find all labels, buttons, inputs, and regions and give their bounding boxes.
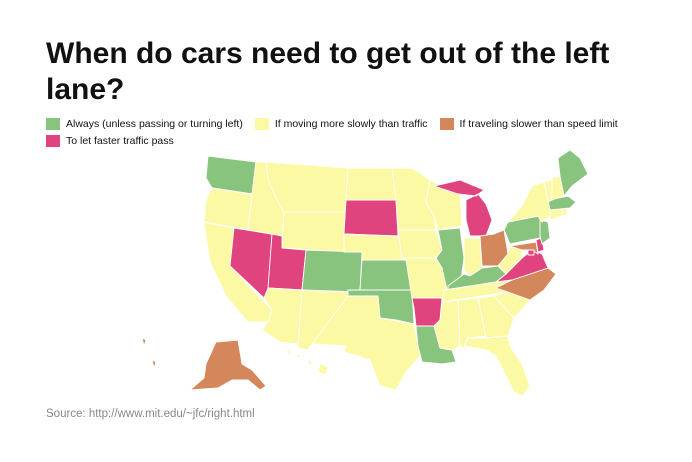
state-ar — [411, 297, 443, 327]
state-ak — [189, 339, 267, 391]
state-hi — [285, 349, 329, 376]
legend-item-speed: If traveling slower than speed limit — [439, 117, 618, 130]
state-ri — [561, 207, 568, 217]
us-states-map — [141, 150, 589, 395]
legend-row: To let faster traffic pass — [46, 132, 676, 149]
state-ks — [359, 259, 413, 291]
state-wy — [281, 211, 347, 253]
legend-item-faster: To let faster traffic pass — [46, 134, 174, 147]
state-sd — [343, 199, 399, 237]
page-title: When do cars need to get out of the left… — [46, 37, 610, 106]
state-dc — [527, 249, 535, 256]
legend-label-always: Always (unless passing or turning left) — [66, 117, 243, 130]
legend-row: Always (unless passing or turning left) … — [46, 115, 676, 132]
legend-label-speed: If traveling slower than speed limit — [459, 117, 618, 130]
legend-label-slowly: If moving more slowly than traffic — [274, 117, 428, 130]
state-nj — [539, 219, 551, 245]
legend-item-slowly: If moving more slowly than traffic — [254, 117, 428, 130]
source-note: Source: http://www.mit.edu/~jfc/right.ht… — [46, 408, 255, 420]
state-md — [509, 241, 539, 255]
state-ga — [477, 295, 515, 339]
state-co — [301, 249, 363, 293]
state-mi — [433, 179, 493, 237]
state-ia — [397, 229, 443, 259]
state-me — [557, 150, 589, 197]
legend: Always (unless passing or turning left) … — [46, 115, 676, 149]
legend-swatch-faster — [46, 134, 60, 147]
state-tx — [311, 295, 421, 391]
legend-item-always: Always (unless passing or turning left) — [46, 117, 243, 130]
state-nd — [345, 167, 397, 201]
state-ak-islands — [141, 337, 157, 369]
legend-swatch-always — [46, 117, 60, 130]
legend-swatch-speed — [439, 117, 454, 130]
state-ny — [507, 181, 551, 223]
legend-label-faster: To let faster traffic pass — [66, 134, 174, 147]
state-ma — [547, 195, 577, 211]
legend-swatch-slowly — [254, 117, 269, 130]
state-fl — [463, 335, 531, 395]
